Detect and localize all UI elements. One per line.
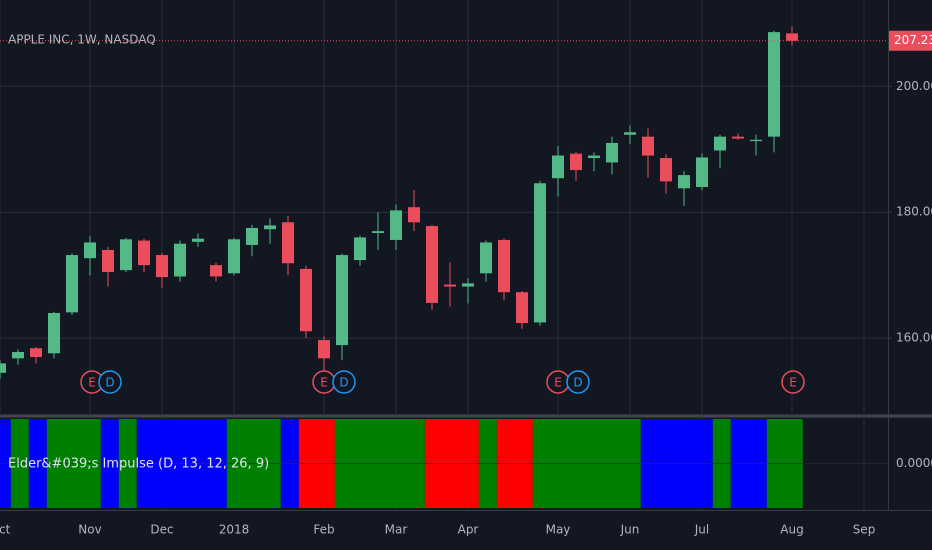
candle-body <box>300 268 312 332</box>
candle-body <box>390 210 402 240</box>
candle-body <box>642 136 654 156</box>
y-tick-label: 180.00 <box>896 205 932 219</box>
x-tick-label: Sep <box>853 523 876 537</box>
x-tick-label: Feb <box>313 523 334 537</box>
x-tick-label: Jul <box>694 523 709 537</box>
candle-body <box>48 312 60 354</box>
candle-body <box>444 284 456 287</box>
x-tick-label: Oct <box>0 523 11 537</box>
candle-body <box>624 132 636 135</box>
candle-body <box>156 255 168 278</box>
x-tick-label: Apr <box>458 523 479 537</box>
candle-body <box>30 348 42 358</box>
x-tick-label: Dec <box>150 523 173 537</box>
event-label: D <box>573 376 582 390</box>
event-marker <box>781 370 805 394</box>
x-tick-label: Nov <box>78 523 101 537</box>
event-marker <box>98 370 122 394</box>
candle-body <box>696 157 708 188</box>
candle-body <box>372 231 384 234</box>
candle-body <box>84 242 96 259</box>
x-tick-label: 2018 <box>219 523 250 537</box>
candle-body <box>588 155 600 159</box>
candle-body <box>192 238 204 242</box>
event-label: E <box>88 376 96 390</box>
candle-body <box>264 225 276 230</box>
candle-body <box>480 242 492 274</box>
candle-body <box>408 207 420 223</box>
event-label: D <box>105 376 114 390</box>
y-tick-label: 160.00 <box>896 331 932 345</box>
candle-body <box>246 227 258 245</box>
candle-body <box>228 239 240 274</box>
candle-body <box>138 240 150 266</box>
x-tick-label: Jun <box>620 523 640 537</box>
candle-body <box>66 255 78 313</box>
candle-body <box>318 340 330 359</box>
candle-body <box>786 33 798 41</box>
event-marker <box>332 370 356 394</box>
event-marker <box>566 370 590 394</box>
candle-body <box>534 183 546 323</box>
last-price-label: 207.23 <box>894 33 932 47</box>
candle-body <box>282 222 294 264</box>
candle-body <box>462 283 474 287</box>
last-price-tag <box>889 30 932 51</box>
candle-body <box>120 239 132 271</box>
candle-body <box>516 292 528 324</box>
candle-body <box>426 226 438 303</box>
candle-body <box>102 250 114 273</box>
candle-body <box>570 153 582 171</box>
candle-body <box>678 175 690 189</box>
candle-body <box>210 265 222 277</box>
candle-body <box>12 352 24 359</box>
candle-body <box>336 255 348 346</box>
event-label: D <box>339 376 348 390</box>
x-tick-label: May <box>546 523 571 537</box>
chart-title: APPLE INC, 1W, NASDAQ <box>8 33 156 47</box>
candle-body <box>0 363 6 373</box>
candle-body <box>174 243 186 277</box>
candle-body <box>714 136 726 151</box>
candle-body <box>552 155 564 179</box>
x-tick-label: Mar <box>385 523 408 537</box>
indicator-name: Elder&#039;s Impulse (D, 13, 12, 26, 9) <box>8 457 269 472</box>
event-label: E <box>789 376 797 390</box>
candle-body <box>498 239 510 293</box>
candle-body <box>750 139 762 142</box>
event-label: E <box>320 376 328 390</box>
candle-body <box>660 158 672 182</box>
candle-body <box>768 32 780 137</box>
candle-body <box>354 237 366 261</box>
candle-body <box>732 136 744 139</box>
event-label: E <box>554 376 562 390</box>
y-tick-label: 200.00 <box>896 79 932 93</box>
indicator-tick-label: 0.0000 <box>896 456 932 470</box>
candle-body <box>606 142 618 163</box>
x-tick-label: Aug <box>780 523 803 537</box>
